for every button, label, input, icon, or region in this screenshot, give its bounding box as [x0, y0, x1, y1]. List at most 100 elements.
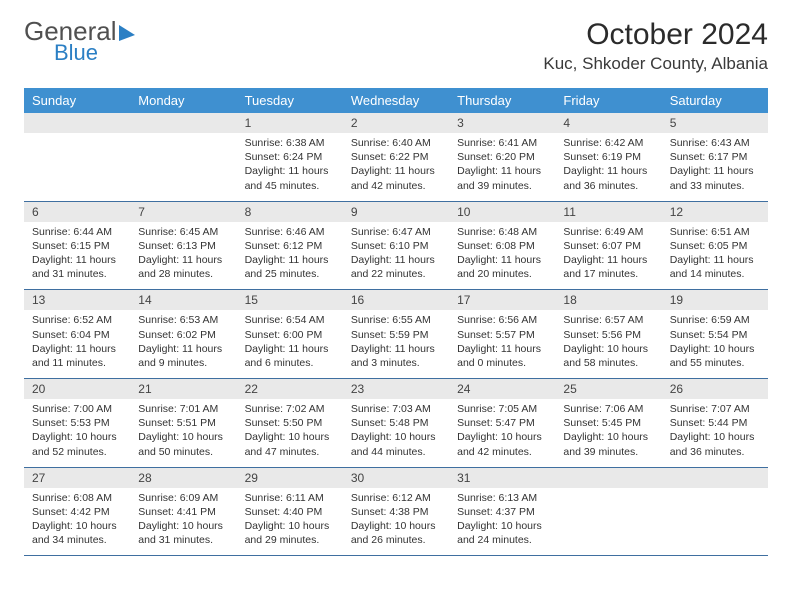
calendar-cell: 1Sunrise: 6:38 AMSunset: 6:24 PMDaylight…	[237, 113, 343, 201]
calendar-cell: 14Sunrise: 6:53 AMSunset: 6:02 PMDayligh…	[130, 290, 236, 379]
daylight-text: Daylight: 11 hours	[457, 164, 547, 178]
day-number: 20	[24, 379, 130, 399]
calendar-cell: 26Sunrise: 7:07 AMSunset: 5:44 PMDayligh…	[662, 379, 768, 468]
day-number: 16	[343, 290, 449, 310]
daylight-text2: and 50 minutes.	[138, 445, 228, 459]
sunset-text: Sunset: 5:51 PM	[138, 416, 228, 430]
sunrise-text: Sunrise: 6:41 AM	[457, 136, 547, 150]
daylight-text: Daylight: 10 hours	[138, 430, 228, 444]
sunrise-text: Sunrise: 6:53 AM	[138, 313, 228, 327]
day-body: Sunrise: 6:40 AMSunset: 6:22 PMDaylight:…	[343, 133, 449, 201]
sunrise-text: Sunrise: 6:09 AM	[138, 491, 228, 505]
calendar-cell	[24, 113, 130, 201]
sunset-text: Sunset: 5:56 PM	[563, 328, 653, 342]
daylight-text: Daylight: 11 hours	[670, 253, 760, 267]
sunset-text: Sunset: 6:00 PM	[245, 328, 335, 342]
daylight-text2: and 29 minutes.	[245, 533, 335, 547]
sunset-text: Sunset: 6:19 PM	[563, 150, 653, 164]
sunrise-text: Sunrise: 6:11 AM	[245, 491, 335, 505]
calendar-cell: 21Sunrise: 7:01 AMSunset: 5:51 PMDayligh…	[130, 379, 236, 468]
day-body: Sunrise: 6:44 AMSunset: 6:15 PMDaylight:…	[24, 222, 130, 290]
daylight-text2: and 17 minutes.	[563, 267, 653, 281]
daylight-text: Daylight: 10 hours	[457, 430, 547, 444]
daylight-text2: and 28 minutes.	[138, 267, 228, 281]
sunrise-text: Sunrise: 6:08 AM	[32, 491, 122, 505]
daylight-text2: and 6 minutes.	[245, 356, 335, 370]
calendar-cell: 13Sunrise: 6:52 AMSunset: 6:04 PMDayligh…	[24, 290, 130, 379]
sunrise-text: Sunrise: 6:55 AM	[351, 313, 441, 327]
daylight-text2: and 3 minutes.	[351, 356, 441, 370]
daylight-text: Daylight: 11 hours	[670, 164, 760, 178]
sunrise-text: Sunrise: 6:12 AM	[351, 491, 441, 505]
day-body	[24, 133, 130, 196]
month-title: October 2024	[543, 18, 768, 52]
sunset-text: Sunset: 5:44 PM	[670, 416, 760, 430]
sunrise-text: Sunrise: 6:56 AM	[457, 313, 547, 327]
calendar-cell: 24Sunrise: 7:05 AMSunset: 5:47 PMDayligh…	[449, 379, 555, 468]
daylight-text2: and 0 minutes.	[457, 356, 547, 370]
calendar-cell: 12Sunrise: 6:51 AMSunset: 6:05 PMDayligh…	[662, 201, 768, 290]
sunset-text: Sunset: 6:22 PM	[351, 150, 441, 164]
sunrise-text: Sunrise: 6:46 AM	[245, 225, 335, 239]
day-body: Sunrise: 7:01 AMSunset: 5:51 PMDaylight:…	[130, 399, 236, 467]
daylight-text: Daylight: 10 hours	[32, 430, 122, 444]
day-number	[130, 113, 236, 133]
daylight-text2: and 47 minutes.	[245, 445, 335, 459]
daylight-text: Daylight: 10 hours	[563, 430, 653, 444]
day-body: Sunrise: 6:38 AMSunset: 6:24 PMDaylight:…	[237, 133, 343, 201]
day-number: 27	[24, 468, 130, 488]
daylight-text2: and 24 minutes.	[457, 533, 547, 547]
day-body: Sunrise: 6:43 AMSunset: 6:17 PMDaylight:…	[662, 133, 768, 201]
sunrise-text: Sunrise: 7:00 AM	[32, 402, 122, 416]
day-number: 25	[555, 379, 661, 399]
daylight-text: Daylight: 11 hours	[245, 164, 335, 178]
sunset-text: Sunset: 4:38 PM	[351, 505, 441, 519]
day-number: 24	[449, 379, 555, 399]
daylight-text2: and 42 minutes.	[457, 445, 547, 459]
daylight-text2: and 31 minutes.	[138, 533, 228, 547]
day-number: 5	[662, 113, 768, 133]
day-body: Sunrise: 6:49 AMSunset: 6:07 PMDaylight:…	[555, 222, 661, 290]
location: Kuc, Shkoder County, Albania	[543, 54, 768, 74]
day-number: 2	[343, 113, 449, 133]
sunset-text: Sunset: 6:24 PM	[245, 150, 335, 164]
day-number: 6	[24, 202, 130, 222]
day-number: 28	[130, 468, 236, 488]
daylight-text2: and 33 minutes.	[670, 179, 760, 193]
day-number: 31	[449, 468, 555, 488]
sunset-text: Sunset: 6:10 PM	[351, 239, 441, 253]
calendar-cell: 19Sunrise: 6:59 AMSunset: 5:54 PMDayligh…	[662, 290, 768, 379]
logo: General Blue	[24, 18, 135, 66]
sunset-text: Sunset: 6:13 PM	[138, 239, 228, 253]
day-header: Tuesday	[237, 88, 343, 113]
day-header: Thursday	[449, 88, 555, 113]
day-body: Sunrise: 6:46 AMSunset: 6:12 PMDaylight:…	[237, 222, 343, 290]
daylight-text2: and 31 minutes.	[32, 267, 122, 281]
day-body: Sunrise: 7:07 AMSunset: 5:44 PMDaylight:…	[662, 399, 768, 467]
sunrise-text: Sunrise: 6:51 AM	[670, 225, 760, 239]
day-number	[24, 113, 130, 133]
daylight-text2: and 55 minutes.	[670, 356, 760, 370]
sunset-text: Sunset: 5:53 PM	[32, 416, 122, 430]
daylight-text: Daylight: 11 hours	[563, 253, 653, 267]
day-number: 30	[343, 468, 449, 488]
calendar-cell: 6Sunrise: 6:44 AMSunset: 6:15 PMDaylight…	[24, 201, 130, 290]
calendar-cell: 25Sunrise: 7:06 AMSunset: 5:45 PMDayligh…	[555, 379, 661, 468]
day-body: Sunrise: 6:55 AMSunset: 5:59 PMDaylight:…	[343, 310, 449, 378]
calendar-cell: 7Sunrise: 6:45 AMSunset: 6:13 PMDaylight…	[130, 201, 236, 290]
sunset-text: Sunset: 4:41 PM	[138, 505, 228, 519]
calendar-cell: 10Sunrise: 6:48 AMSunset: 6:08 PMDayligh…	[449, 201, 555, 290]
day-body: Sunrise: 6:09 AMSunset: 4:41 PMDaylight:…	[130, 488, 236, 556]
day-number: 1	[237, 113, 343, 133]
calendar-cell: 11Sunrise: 6:49 AMSunset: 6:07 PMDayligh…	[555, 201, 661, 290]
daylight-text: Daylight: 11 hours	[245, 253, 335, 267]
daylight-text2: and 9 minutes.	[138, 356, 228, 370]
sunset-text: Sunset: 6:07 PM	[563, 239, 653, 253]
daylight-text: Daylight: 11 hours	[351, 253, 441, 267]
day-header: Friday	[555, 88, 661, 113]
sunrise-text: Sunrise: 6:45 AM	[138, 225, 228, 239]
calendar-cell: 16Sunrise: 6:55 AMSunset: 5:59 PMDayligh…	[343, 290, 449, 379]
daylight-text: Daylight: 10 hours	[245, 519, 335, 533]
daylight-text2: and 14 minutes.	[670, 267, 760, 281]
day-number: 17	[449, 290, 555, 310]
